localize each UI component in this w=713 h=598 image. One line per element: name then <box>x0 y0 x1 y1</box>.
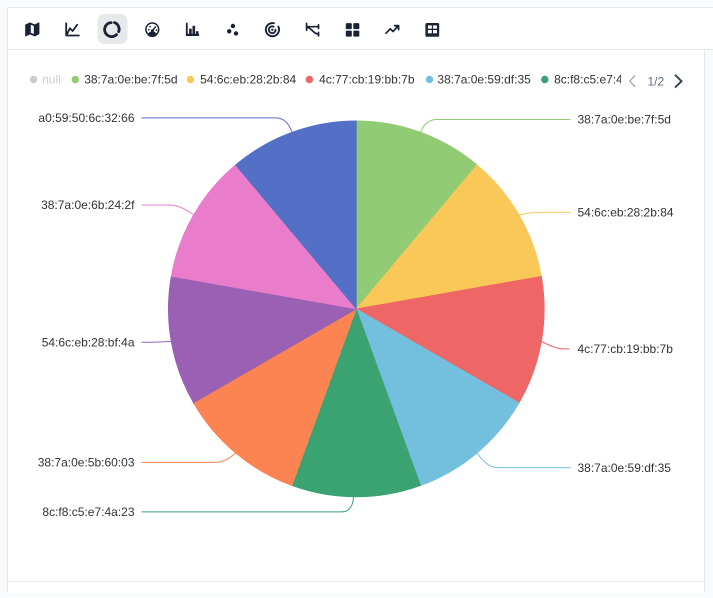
svg-text:38:7a:0e:be:7f:5d: 38:7a:0e:be:7f:5d <box>578 113 671 127</box>
svg-text:null: null <box>42 73 61 87</box>
svg-text:4c:77:cb:19:bb:7b: 4c:77:cb:19:bb:7b <box>578 342 674 356</box>
svg-text:4c:77:cb:19:bb:7b: 4c:77:cb:19:bb:7b <box>319 73 415 87</box>
svg-text:38:7a:0e:6b:24:2f: 38:7a:0e:6b:24:2f <box>41 198 135 212</box>
svg-text:8c:f8:c5:e7:4a:23: 8c:f8:c5:e7:4a:23 <box>42 505 134 519</box>
svg-text:38:7a:0e:be:7f:5d: 38:7a:0e:be:7f:5d <box>84 73 177 87</box>
svg-text:1/2: 1/2 <box>648 74 665 88</box>
svg-text:38:7a:0e:59:df:35: 38:7a:0e:59:df:35 <box>578 461 672 475</box>
svg-text:54:6c:eb:28:2b:84: 54:6c:eb:28:2b:84 <box>578 205 674 219</box>
svg-text:38:7a:0e:5b:60:03: 38:7a:0e:5b:60:03 <box>38 456 135 470</box>
svg-text:54:6c:eb:28:2b:84: 54:6c:eb:28:2b:84 <box>200 73 296 87</box>
svg-text:54:6c:eb:28:bf:4a: 54:6c:eb:28:bf:4a <box>42 335 135 349</box>
svg-text:a0:59:50:6c:32:66: a0:59:50:6c:32:66 <box>38 111 134 125</box>
svg-text:38:7a:0e:59:df:35: 38:7a:0e:59:df:35 <box>437 73 531 87</box>
svg-text:8c:f8:c5:e7:4a:23: 8c:f8:c5:e7:4a:23 <box>554 73 646 87</box>
